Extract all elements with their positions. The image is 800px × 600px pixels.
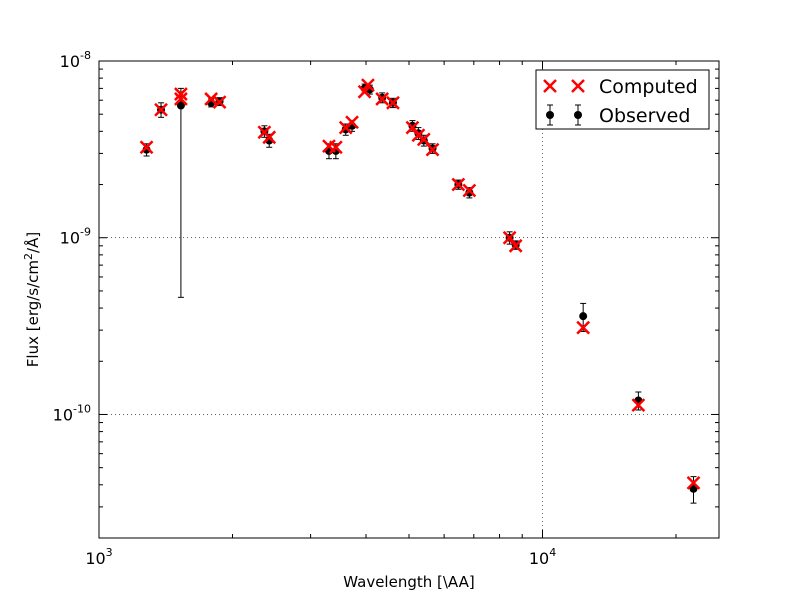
computed-point [262, 130, 277, 145]
computed-x-stroke [357, 84, 372, 99]
y-tick-label-base: 10 [53, 405, 73, 424]
legend-circle-marker [574, 111, 582, 119]
x-tick-label: 104 [529, 546, 556, 568]
computed-point [174, 92, 188, 106]
computed-x-stroke [174, 87, 188, 101]
x-tick-label-exp: 3 [106, 546, 113, 559]
legend-x-marker [571, 79, 585, 93]
computed-x-stroke [154, 102, 168, 117]
computed-point [425, 142, 440, 157]
observed-point [689, 484, 698, 493]
y-axis-label: Flux [erg/s/cm2/Å] [22, 232, 43, 367]
computed-point [139, 140, 154, 155]
computed-series [139, 78, 701, 490]
computed-point [357, 84, 372, 99]
computed-point [502, 230, 517, 245]
observed-point [465, 188, 474, 197]
legend-label: Computed [599, 76, 698, 98]
computed-point [154, 102, 168, 117]
computed-x-stroke [425, 142, 440, 157]
computed-x-stroke [631, 398, 646, 412]
observed-point [176, 101, 185, 110]
y-tick-label-base: 10 [60, 52, 80, 71]
observed-point [579, 312, 588, 321]
y-axis-label-pre: Flux [erg/s/cm [24, 260, 42, 367]
observed-point [408, 121, 417, 130]
computed-point [345, 115, 359, 130]
legend-circle-marker [546, 111, 554, 119]
computed-x-stroke [262, 130, 277, 145]
legend-box [535, 69, 710, 130]
axis-ticks [98, 60, 719, 539]
y-axis-label-sup: 2 [22, 253, 35, 260]
computed-point [212, 95, 227, 110]
legend-item-observed: Observed [546, 104, 690, 127]
y-tick-label: 10-8 [60, 49, 91, 71]
y-tick-label-base: 10 [60, 229, 80, 248]
legend: Computed Observed [535, 69, 710, 130]
computed-x-stroke [686, 476, 701, 490]
computed-point [451, 177, 466, 192]
y-tick-label: 10-10 [53, 402, 91, 424]
computed-x-stroke [361, 78, 375, 93]
computed-point [375, 92, 390, 106]
computed-x-stroke [212, 95, 227, 110]
computed-point [204, 92, 219, 106]
computed-x-stroke [462, 183, 477, 198]
computed-x-stroke [174, 92, 188, 106]
y-tick-label-exp: -9 [80, 226, 91, 239]
x-tick-label: 103 [85, 546, 112, 568]
computed-x-stroke [375, 92, 390, 106]
computed-x-stroke [328, 140, 343, 155]
computed-x-stroke [139, 140, 154, 155]
computed-point [361, 78, 375, 93]
legend-label: Observed [599, 105, 690, 127]
computed-x-stroke [345, 115, 359, 130]
x-tick-label-exp: 4 [549, 546, 556, 559]
x-tick-label-base: 10 [529, 549, 549, 568]
legend-item-computed: Computed [543, 76, 698, 98]
computed-point [631, 398, 646, 412]
computed-x-stroke [322, 139, 336, 153]
y-tick-label-exp: -10 [73, 402, 91, 415]
computed-x-stroke [508, 238, 523, 253]
computed-point [174, 87, 188, 101]
computed-point [508, 238, 523, 253]
computed-x-stroke [204, 92, 219, 106]
computed-x-stroke [451, 177, 466, 192]
computed-x-stroke [386, 95, 400, 110]
y-tick-label: 10-9 [60, 226, 91, 248]
x-tick-label-base: 10 [85, 549, 105, 568]
computed-x-stroke [576, 320, 591, 335]
y-axis-label-post: /Å] [24, 232, 42, 253]
computed-x-stroke [416, 132, 431, 147]
computed-point [686, 476, 701, 490]
computed-point [386, 95, 400, 110]
grid-lines [99, 61, 719, 538]
computed-x-stroke [502, 230, 517, 245]
legend-x-marker [543, 79, 557, 93]
computed-point [328, 140, 343, 155]
computed-x-stroke [405, 120, 420, 135]
x-axis-label: Wavelength [\AA] [343, 573, 474, 591]
y-tick-label-exp: -8 [80, 49, 91, 62]
computed-point [462, 183, 477, 198]
computed-point [576, 320, 591, 335]
